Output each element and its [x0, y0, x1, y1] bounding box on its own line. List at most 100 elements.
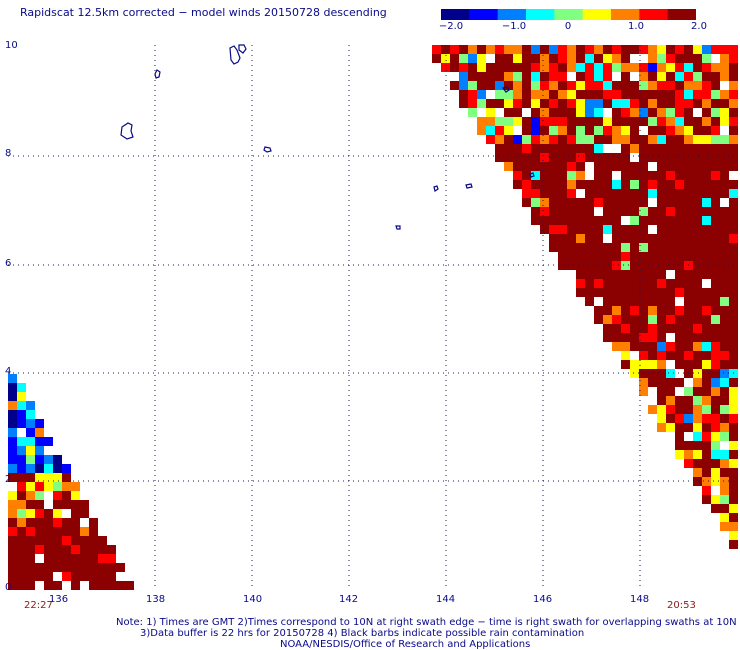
wind-diff-cell — [702, 270, 711, 279]
wind-diff-cell — [540, 72, 549, 81]
wind-diff-cell — [44, 581, 53, 590]
wind-diff-cell — [630, 117, 639, 126]
wind-diff-cell — [35, 428, 44, 437]
wind-diff-cell — [567, 207, 576, 216]
wind-diff-cell — [729, 153, 738, 162]
wind-diff-cell — [549, 126, 558, 135]
wind-diff-cell — [729, 324, 738, 333]
wind-diff-cell — [603, 297, 612, 306]
wind-diff-cell — [612, 198, 621, 207]
wind-diff-cell — [468, 81, 477, 90]
wind-diff-cell — [486, 117, 495, 126]
island-outline — [501, 86, 510, 93]
map-plot-area: 10 8 6 4 2 0 136 138 140 142 144 146 148 — [5, 40, 738, 605]
wind-diff-cell — [17, 392, 26, 401]
wind-diff-cell — [603, 189, 612, 198]
wind-diff-cell — [17, 455, 26, 464]
island-outlines — [120, 44, 535, 230]
colorbar-segment — [582, 9, 612, 20]
wind-diff-cell — [621, 198, 630, 207]
wind-diff-cell — [585, 108, 594, 117]
wind-diff-cell — [720, 468, 729, 477]
wind-diff-cell — [630, 360, 639, 369]
wind-diff-cell — [558, 153, 567, 162]
wind-diff-cell — [17, 581, 26, 590]
wind-diff-cell — [639, 360, 648, 369]
wind-diff-cell — [585, 288, 594, 297]
wind-diff-cell — [648, 351, 657, 360]
wind-diff-cell — [468, 108, 477, 117]
wind-diff-cell — [666, 144, 675, 153]
wind-diff-cell — [684, 333, 693, 342]
wind-diff-cell — [116, 581, 125, 590]
wind-diff-cell — [657, 135, 666, 144]
wind-diff-cell — [666, 414, 675, 423]
wind-diff-cell — [639, 180, 648, 189]
wind-diff-cell — [450, 54, 459, 63]
wind-diff-cell — [702, 351, 711, 360]
wind-diff-cell — [80, 536, 89, 545]
wind-diff-cell — [711, 342, 720, 351]
wind-diff-cell — [630, 126, 639, 135]
wind-diff-cell — [666, 153, 675, 162]
wind-diff-cell — [80, 554, 89, 563]
wind-diff-cell — [702, 396, 711, 405]
wind-diff-cell — [711, 297, 720, 306]
wind-diff-cell — [711, 261, 720, 270]
wind-diff-cell — [648, 252, 657, 261]
wind-diff-cell — [594, 216, 603, 225]
wind-diff-cell — [729, 54, 738, 63]
wind-diff-cell — [684, 171, 693, 180]
wind-diff-cell — [720, 270, 729, 279]
wind-diff-cell — [576, 117, 585, 126]
wind-diff-cell — [621, 324, 630, 333]
wind-diff-cell — [8, 374, 17, 383]
wind-diff-cell — [8, 392, 17, 401]
wind-diff-cell — [702, 171, 711, 180]
wind-diff-cell — [531, 216, 540, 225]
island-outline — [395, 225, 401, 230]
wind-diff-cell — [648, 261, 657, 270]
wind-diff-cell — [513, 144, 522, 153]
wind-diff-cell — [675, 81, 684, 90]
wind-diff-cell — [630, 306, 639, 315]
wind-diff-cell — [720, 378, 729, 387]
wind-diff-cell — [8, 464, 17, 473]
wind-diff-cell — [612, 342, 621, 351]
lat-label: 0 — [5, 582, 11, 593]
wind-diff-cell — [702, 387, 711, 396]
wind-diff-cell — [630, 135, 639, 144]
wind-diff-cell — [729, 63, 738, 72]
wind-diff-cell — [666, 198, 675, 207]
wind-diff-cell — [621, 54, 630, 63]
wind-diff-cell — [17, 473, 26, 482]
wind-diff-cell — [711, 459, 720, 468]
wind-diff-cell — [711, 378, 720, 387]
wind-diff-cell — [603, 153, 612, 162]
wind-diff-cell — [80, 545, 89, 554]
wind-diff-cell — [702, 450, 711, 459]
wind-diff-cell — [684, 459, 693, 468]
wind-diff-cell — [720, 333, 729, 342]
wind-diff-cell — [675, 72, 684, 81]
wind-diff-cell — [477, 90, 486, 99]
wind-diff-cell — [648, 342, 657, 351]
lat-label: 4 — [5, 366, 11, 377]
wind-diff-cell — [522, 153, 531, 162]
wind-diff-cell — [477, 45, 486, 54]
wind-diff-cell — [540, 153, 549, 162]
wind-diff-cell — [98, 554, 107, 563]
wind-diff-cell — [35, 500, 44, 509]
wind-diff-cell — [648, 72, 657, 81]
wind-diff-cell — [729, 252, 738, 261]
map-title: Rapidscat 12.5km corrected − model winds… — [20, 6, 387, 19]
wind-diff-cell — [702, 315, 711, 324]
wind-diff-cell — [720, 162, 729, 171]
wind-diff-cell — [53, 455, 62, 464]
wind-diff-cell — [621, 189, 630, 198]
wind-diff-cell — [702, 405, 711, 414]
wind-diff-cell — [62, 500, 71, 509]
wind-diff-cell — [693, 81, 702, 90]
wind-diff-cell — [675, 216, 684, 225]
island-outline — [465, 183, 473, 189]
